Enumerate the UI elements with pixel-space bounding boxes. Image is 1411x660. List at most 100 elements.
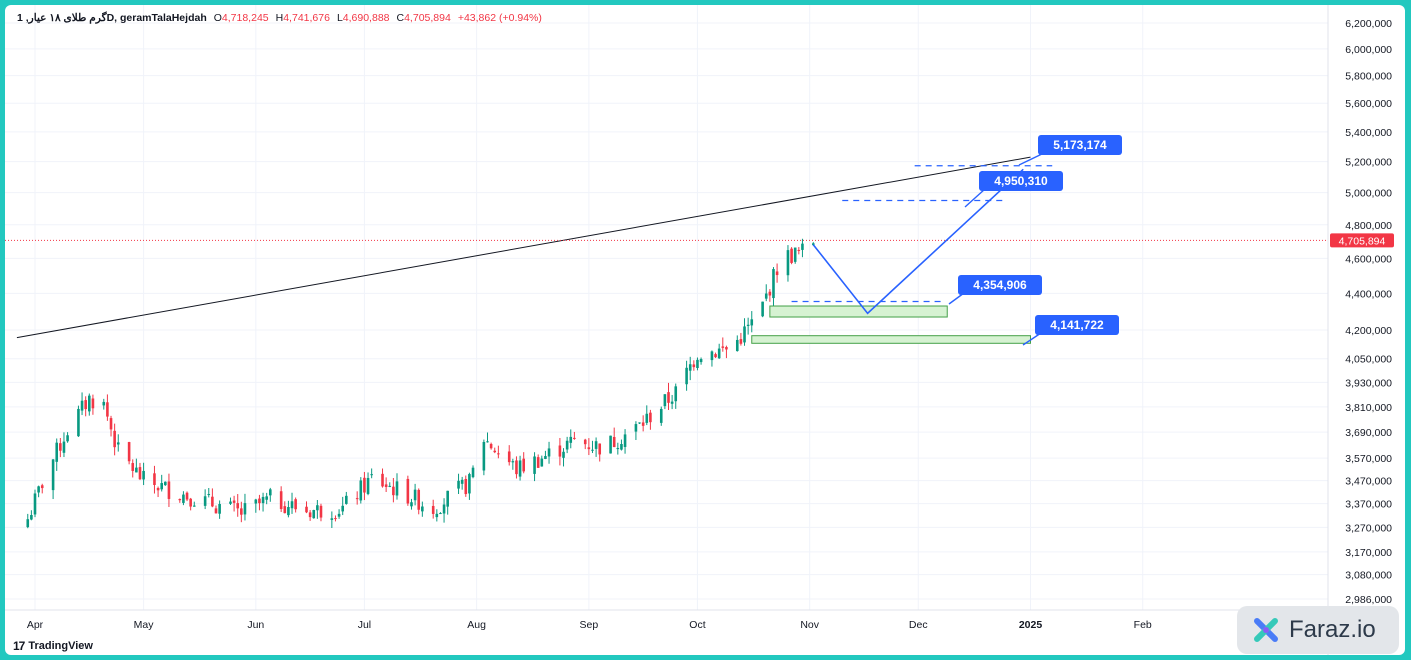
candle-body bbox=[793, 247, 797, 262]
candle-up bbox=[341, 496, 344, 516]
candle-up bbox=[55, 438, 59, 471]
candle-up bbox=[203, 489, 207, 510]
price-tick-label: 6,000,000 bbox=[1345, 44, 1392, 56]
faraz-watermark: Faraz.io bbox=[1237, 606, 1399, 654]
candle-up bbox=[37, 485, 40, 498]
demand-zone bbox=[751, 335, 1031, 344]
candle-up bbox=[182, 491, 185, 506]
candle-down bbox=[91, 394, 95, 415]
candle-up bbox=[547, 441, 551, 464]
candle-body bbox=[160, 483, 163, 490]
candle-body bbox=[26, 519, 30, 528]
candle-body bbox=[203, 496, 207, 506]
time-tick-label: Nov bbox=[800, 619, 819, 631]
candle-up bbox=[337, 509, 341, 519]
candle-down bbox=[153, 465, 156, 494]
candle-down bbox=[236, 494, 240, 517]
price-tick-label: 5,400,000 bbox=[1345, 127, 1392, 139]
time-tick-label: Feb bbox=[1134, 619, 1152, 631]
candle-down bbox=[583, 438, 587, 450]
candle-up bbox=[287, 500, 290, 518]
price-axis[interactable]: 6,200,000 6,000,000 5,800,000 5,600,000 5,40… bbox=[1345, 18, 1392, 606]
price-tick-label: 3,470,000 bbox=[1345, 476, 1392, 488]
candle-body bbox=[189, 498, 192, 507]
chart-frame: 4,705,894 5,173,174 4,950,310 4,354,906 4,14… bbox=[5, 5, 1405, 655]
candle-down bbox=[649, 409, 652, 430]
candle-up bbox=[620, 439, 623, 451]
candle-body bbox=[229, 501, 232, 504]
candle-body bbox=[410, 502, 413, 507]
price-tick-label: 4,800,000 bbox=[1345, 220, 1392, 232]
high-label: H bbox=[275, 12, 284, 24]
candle-down bbox=[536, 454, 540, 468]
time-tick-label: Apr bbox=[27, 619, 44, 631]
candle-body bbox=[460, 479, 464, 484]
candle-up bbox=[801, 238, 804, 258]
candle-body bbox=[167, 481, 171, 499]
candle-up bbox=[743, 318, 746, 346]
candle-down bbox=[768, 289, 772, 302]
candle-body bbox=[533, 456, 536, 474]
candle-body bbox=[446, 490, 449, 507]
candle-body bbox=[135, 467, 138, 473]
candle-down bbox=[109, 415, 113, 437]
candle-body bbox=[714, 354, 717, 358]
price-tick-label: 3,930,000 bbox=[1345, 377, 1392, 389]
candle-down bbox=[431, 499, 435, 519]
candle-down bbox=[612, 427, 616, 448]
candle-body bbox=[489, 443, 493, 449]
candle-up bbox=[674, 383, 678, 409]
price-callout: 4,141,722 bbox=[1022, 315, 1119, 346]
candle-up bbox=[688, 356, 692, 381]
candle-body bbox=[641, 422, 645, 426]
candle-body bbox=[308, 512, 312, 518]
candle-up bbox=[80, 392, 84, 416]
candle-down bbox=[797, 247, 801, 255]
candle-up bbox=[229, 497, 232, 505]
time-tick-label: May bbox=[134, 619, 155, 631]
open-value: 4,718,245 bbox=[221, 12, 269, 24]
change-value: +43,862 (+0.94%) bbox=[457, 12, 542, 24]
candle-up bbox=[207, 488, 211, 498]
candle-body bbox=[131, 463, 135, 471]
candle-body bbox=[207, 494, 211, 496]
price-tick-label: 3,810,000 bbox=[1345, 402, 1392, 414]
candle-up bbox=[772, 267, 775, 306]
candle-body bbox=[511, 461, 515, 463]
time-axis[interactable]: Apr May Jun Jul Aug Sep Oct Nov Dec 2025 Feb bbox=[27, 619, 1152, 631]
candle-up bbox=[160, 474, 163, 492]
candle-body bbox=[609, 435, 612, 454]
candle-up bbox=[591, 440, 594, 454]
candle-body bbox=[471, 467, 475, 478]
candle-up bbox=[435, 509, 439, 522]
candle-up bbox=[761, 301, 764, 318]
candle-up bbox=[330, 511, 334, 529]
candle-body bbox=[381, 473, 384, 487]
candle-body bbox=[316, 505, 319, 511]
price-chart[interactable]: 4,705,894 5,173,174 4,950,310 4,354,906 4,14… bbox=[5, 5, 1405, 655]
candle-body bbox=[507, 451, 511, 463]
candle-up bbox=[366, 472, 370, 496]
candle-body bbox=[750, 319, 754, 326]
candle-down bbox=[721, 337, 725, 352]
tradingview-logo[interactable]: 17 TradingView bbox=[13, 639, 93, 653]
candle-up bbox=[254, 498, 258, 513]
candle-body bbox=[674, 386, 678, 402]
candle-body bbox=[486, 441, 489, 443]
candle-body bbox=[743, 326, 746, 343]
price-callout: 4,950,310 bbox=[964, 171, 1063, 208]
price-tick-label: 3,690,000 bbox=[1345, 427, 1392, 439]
price-tick-label: 3,080,000 bbox=[1345, 570, 1392, 582]
symbol-name[interactable]: گرم طلای ۱۸ عیار, 1D, geramTalaHejdah bbox=[17, 12, 207, 24]
candles bbox=[26, 238, 815, 529]
trendline[interactable] bbox=[16, 156, 1031, 339]
annotations[interactable]: 4,705,894 5,173,174 4,950,310 4,354,906 4,14… bbox=[5, 135, 1394, 346]
candle-up bbox=[142, 462, 145, 486]
candle-body bbox=[620, 444, 623, 450]
candle-down bbox=[84, 396, 87, 417]
last-price-label: 4,705,894 bbox=[1339, 235, 1386, 247]
candle-down bbox=[258, 494, 261, 511]
candle-body bbox=[33, 493, 37, 515]
candle-body bbox=[363, 477, 366, 493]
candle-body bbox=[355, 498, 359, 500]
